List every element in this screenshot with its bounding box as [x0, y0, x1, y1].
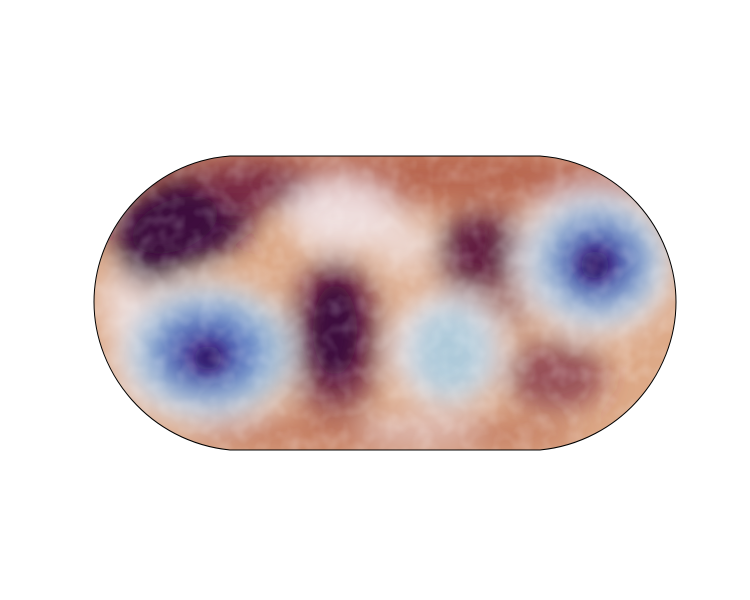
map-field [94, 156, 676, 450]
map-texture [94, 156, 676, 450]
map-outline [93, 155, 677, 451]
